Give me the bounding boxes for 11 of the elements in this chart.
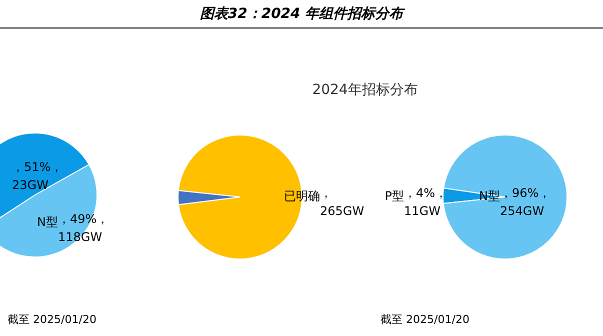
data-label: ，4%， 11GW [404,186,448,218]
slice-label: N型 [37,215,58,229]
pie-slice [442,134,568,260]
text: 截至 2025/01/20 [380,313,470,326]
chart-title: 2024年招标分布 [312,82,418,98]
slice-label: P型 [384,189,404,203]
data-label: ，96%， 254GW [500,186,551,218]
text: 截至 2025/01/20 [8,313,96,326]
text: 图表32：2024 年组件招标分布 [200,6,406,22]
data-label: ， 265GW [320,186,364,218]
data-label: ，51%， 23GW [12,160,63,192]
